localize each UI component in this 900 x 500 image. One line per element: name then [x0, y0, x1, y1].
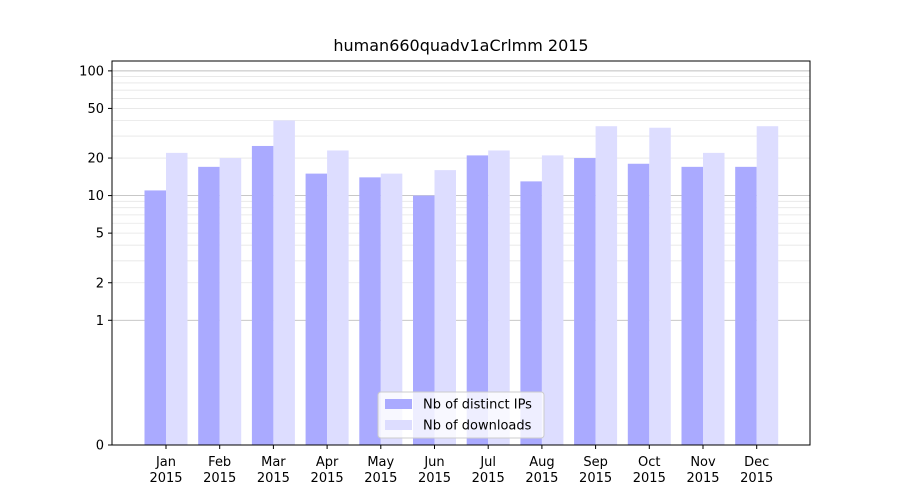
x-tick-label-month: Apr — [316, 455, 339, 470]
legend-label: Nb of downloads — [423, 419, 532, 434]
x-tick-label-month: Jun — [423, 455, 444, 470]
bar-distinct-ips — [144, 190, 166, 445]
x-tick-label-year: 2015 — [203, 471, 236, 486]
x-tick-label-year: 2015 — [525, 471, 558, 486]
bar-downloads — [166, 152, 188, 445]
x-tick-label-month: Nov — [690, 455, 716, 470]
bar-downloads — [541, 155, 564, 445]
x-tick-label-year: 2015 — [257, 471, 290, 486]
axis-layer: 0125102050100Jan2015Feb2015Mar2015Apr201… — [79, 60, 811, 486]
x-tick-label-year: 2015 — [633, 471, 666, 486]
x-tick-label-month: Feb — [208, 455, 231, 470]
plot-frame — [111, 60, 811, 446]
bar-downloads — [273, 120, 295, 445]
x-tick-label-month: Mar — [261, 455, 286, 470]
x-tick-label-month: May — [367, 455, 394, 470]
bar-distinct-ips — [251, 145, 274, 446]
bar-downloads — [327, 150, 349, 445]
bar-distinct-ips — [305, 173, 328, 445]
bar-distinct-ips — [574, 158, 596, 445]
bar-downloads — [434, 170, 456, 445]
x-tick-label-year: 2015 — [418, 471, 451, 486]
bar-downloads — [219, 158, 242, 445]
bar-distinct-ips — [466, 155, 489, 445]
bar-downloads — [756, 126, 779, 446]
y-tick-label: 100 — [79, 64, 104, 79]
bar-distinct-ips — [681, 166, 703, 445]
bar-distinct-ips — [627, 163, 650, 445]
bar-distinct-ips — [413, 195, 435, 445]
x-tick-label-year: 2015 — [579, 471, 612, 486]
x-tick-label-year: 2015 — [740, 471, 773, 486]
y-tick-label: 2 — [96, 276, 104, 291]
legend-box — [377, 391, 545, 439]
bar-downloads — [703, 152, 725, 445]
bar-distinct-ips — [735, 166, 757, 445]
chart-title: human660quadv1aCrlmm 2015 — [333, 36, 588, 55]
x-tick-label-month: Oct — [638, 455, 660, 470]
x-tick-label-month: Dec — [744, 455, 769, 470]
bars-layer — [144, 120, 779, 446]
y-tick-label: 0 — [96, 439, 104, 454]
legend: Nb of distinct IPs Nb of downloads — [377, 391, 545, 439]
bar-downloads — [595, 126, 618, 446]
bar-downloads — [380, 173, 403, 445]
bar-downloads — [649, 127, 671, 445]
x-tick-label-year: 2015 — [686, 471, 719, 486]
y-tick-label: 10 — [87, 189, 104, 204]
x-tick-label-year: 2015 — [149, 471, 182, 486]
x-tick-label-year: 2015 — [472, 471, 505, 486]
x-tick-label-year: 2015 — [364, 471, 397, 486]
bar-downloads — [488, 150, 510, 445]
bar-distinct-ips — [520, 181, 542, 445]
x-tick-label-month: Aug — [529, 455, 554, 470]
legend-label: Nb of distinct IPs — [423, 398, 532, 413]
x-tick-label-month: Sep — [583, 455, 608, 470]
y-tick-label: 20 — [87, 152, 104, 167]
bar-distinct-ips — [198, 166, 220, 445]
y-tick-label: 50 — [87, 102, 104, 117]
bar-distinct-ips — [359, 177, 381, 445]
legend-swatch — [385, 399, 412, 409]
y-tick-label: 1 — [96, 314, 104, 329]
x-tick-label-month: Jul — [479, 455, 496, 470]
legend-swatch — [385, 420, 412, 430]
x-tick-label-month: Jan — [155, 455, 176, 470]
y-tick-label: 5 — [96, 227, 104, 242]
x-tick-label-year: 2015 — [311, 471, 344, 486]
